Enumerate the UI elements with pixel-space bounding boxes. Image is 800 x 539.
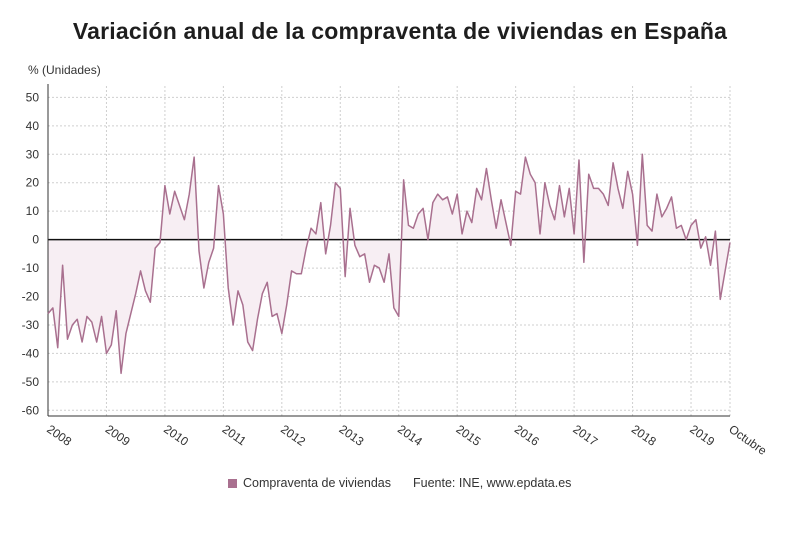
x-tick-label: 2014 bbox=[395, 422, 425, 449]
y-tick-label: 30 bbox=[26, 147, 40, 161]
x-tick-label: 2010 bbox=[161, 422, 191, 449]
y-axis-unit-label: % (Unidades) bbox=[28, 63, 101, 77]
x-tick-label: 2015 bbox=[453, 422, 483, 449]
chart-title: Variación anual de la compraventa de viv… bbox=[72, 18, 728, 44]
x-tick-label: Octubre bbox=[726, 422, 769, 458]
y-tick-label: -60 bbox=[22, 403, 40, 417]
legend-swatch bbox=[228, 478, 237, 488]
series-line-compraventa bbox=[47, 153, 731, 375]
y-tick-label: 20 bbox=[26, 176, 40, 190]
series-area-fill bbox=[48, 154, 730, 374]
y-tick-label: -10 bbox=[22, 261, 40, 275]
y-tick-label: -50 bbox=[22, 375, 40, 389]
x-tick-label: 2011 bbox=[220, 422, 249, 448]
y-tick-label: 10 bbox=[26, 204, 40, 218]
x-tick-label: 2019 bbox=[687, 422, 717, 449]
y-tick-label: 0 bbox=[32, 233, 39, 247]
y-tick-label: -30 bbox=[22, 318, 40, 332]
legend: Compraventa de viviendas Fuente: INE, ww… bbox=[228, 476, 571, 490]
y-tick-label: 40 bbox=[26, 119, 40, 133]
x-tick-label: 2017 bbox=[570, 422, 600, 449]
x-tick-label: 2008 bbox=[44, 422, 74, 449]
x-tick-label: 2012 bbox=[278, 422, 308, 449]
x-tick-label: 2009 bbox=[103, 422, 133, 449]
x-tick-label: 2016 bbox=[512, 422, 542, 449]
y-tick-label: -40 bbox=[22, 346, 40, 360]
legend-series-label: Compraventa de viviendas bbox=[243, 476, 391, 490]
source-note: Fuente: INE, www.epdata.es bbox=[413, 476, 572, 490]
y-tick-label: -20 bbox=[22, 290, 40, 304]
x-tick-label: 2013 bbox=[337, 422, 367, 449]
y-tick-label: 50 bbox=[26, 90, 40, 104]
x-tick-label: 2018 bbox=[629, 422, 659, 449]
